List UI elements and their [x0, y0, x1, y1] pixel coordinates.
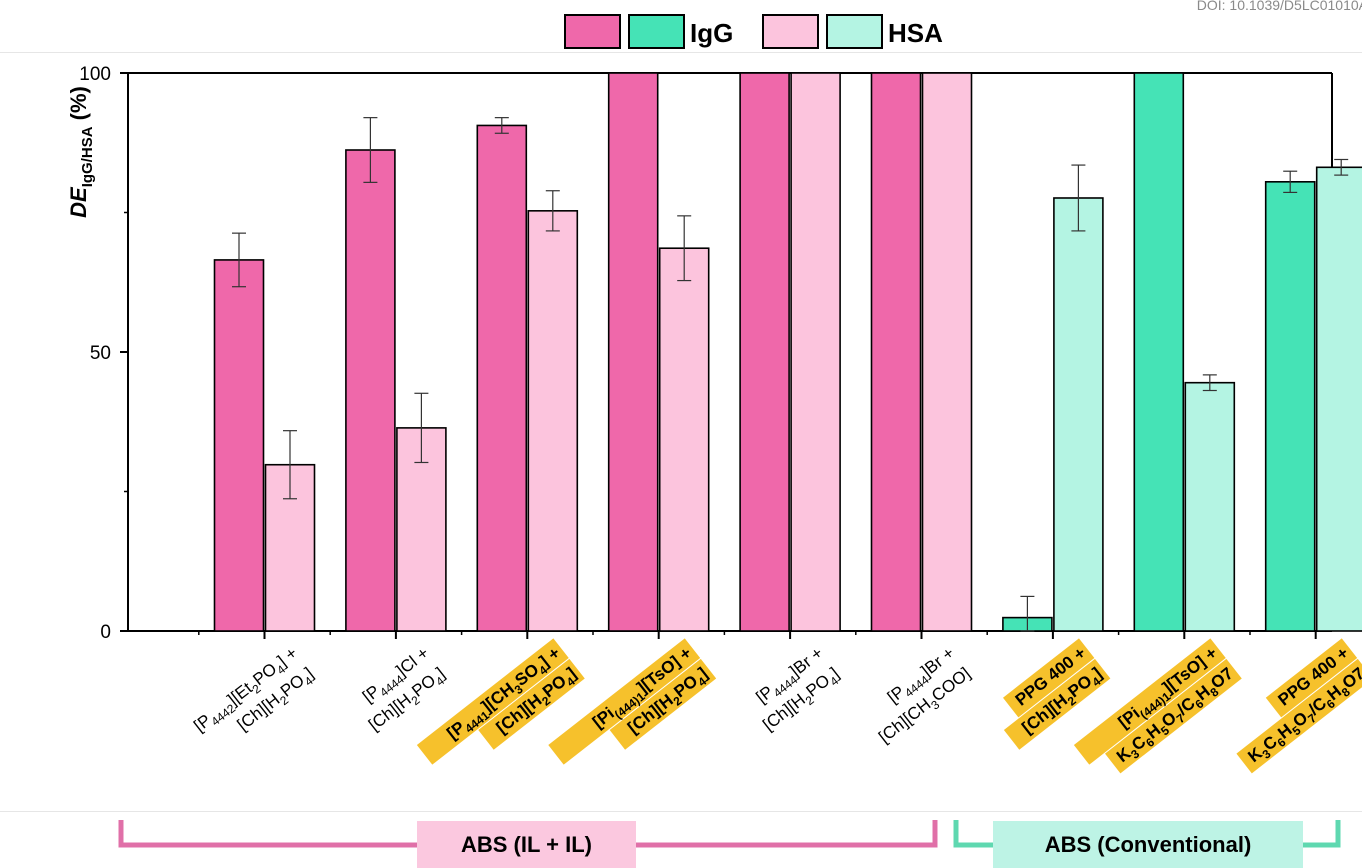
error-bars: [232, 117, 1349, 632]
error-bar-igg-9: [1283, 170, 1298, 194]
y-tick-label: 100: [79, 64, 111, 85]
bar-hsa-2: [396, 427, 447, 632]
bar-hsa-3: [527, 210, 579, 632]
bar-series: [213, 72, 1362, 632]
bar-igg-9: [1264, 181, 1316, 632]
label-highlight: [548, 638, 701, 765]
y-tick-label: 50: [90, 343, 111, 364]
bar-hsa-7: [1053, 197, 1104, 632]
chart-axes: 0 50 100: [79, 64, 1333, 643]
label-highlight: [1105, 658, 1242, 774]
x-tick-labels: [P4442][Et2PO4] +[Ch][H2PO4] [P4444]Cl +[…: [190, 638, 1362, 774]
label-highlight: [1003, 658, 1111, 750]
y-axis-title: DEIgG/HSA (%): [66, 86, 96, 218]
legend-label-hsa: HSA: [888, 18, 943, 48]
doi-text: DOI: 10.1039/D5LC01010A: [1196, 0, 1362, 13]
label-highlight: [416, 638, 569, 765]
bar-igg-8: [1133, 72, 1185, 632]
label-highlight: [609, 658, 717, 750]
y-axis-label: DEIgG/HSA (%): [66, 86, 96, 218]
x-tick-label-2: [P4444]Cl +[Ch][H2PO4]: [359, 643, 448, 734]
footer-divider: [0, 811, 1362, 812]
legend-swatch: [762, 14, 819, 49]
legend-swatch: [826, 14, 883, 49]
error-bar-hsa-8: [1202, 374, 1217, 392]
legend-label-igg: IgG: [690, 18, 733, 48]
group-label: ABS (Conventional): [1045, 832, 1252, 857]
error-bar-hsa-1: [283, 430, 297, 500]
error-bar-hsa-4: [677, 215, 692, 282]
x-tick-label-6: [P4444]Br +[Ch][CH3COO]: [875, 643, 974, 747]
bar-igg-2: [345, 149, 396, 632]
bar-igg-3: [476, 124, 528, 632]
group-label-box: [993, 821, 1303, 868]
x-tick-label-9: PPG 400 +K3C6H5O7/C6H8O7: [1236, 638, 1362, 774]
bar-igg-4: [607, 72, 659, 632]
error-bar-igg-1: [232, 232, 246, 288]
bar-hsa-8: [1184, 381, 1236, 632]
x-tick-label-3: [P4441][CH3SO4] +[Ch][H2PO4]: [416, 638, 585, 765]
bar-hsa-5: [790, 72, 841, 632]
error-bar-hsa-2: [414, 392, 429, 464]
group-brackets: ABS (IL + IL) ABS (Conventional): [118, 820, 1341, 868]
legend-swatch: [564, 14, 621, 49]
group-label-box: [417, 821, 636, 868]
legend-swatch: [628, 14, 685, 49]
label-highlight: [1265, 638, 1358, 718]
y-tick-label: 0: [100, 622, 111, 643]
header-divider: [0, 52, 1362, 53]
chart-legend: IgG HSA: [564, 14, 943, 49]
x-tick-label-5: [P4444]Br +[Ch][H2PO4]: [753, 643, 843, 734]
group-label: ABS (IL + IL): [461, 832, 592, 857]
x-tick-label-8: [Pi(444)1][TsO] +K3C6H5O7/C6H8O7: [1073, 638, 1242, 774]
label-highlight: [1236, 658, 1362, 774]
label-highlight: [1003, 638, 1095, 718]
group-bracket-il-il: ABS (IL + IL): [118, 820, 938, 868]
bar-igg-6: [870, 72, 922, 632]
x-tick-label-line: K3C6H5O7/C6H8O7: [1244, 664, 1362, 770]
error-bar-igg-3: [494, 117, 509, 134]
label-highlight: [1073, 638, 1226, 765]
error-bar-hsa-3: [545, 190, 560, 232]
bar-hsa-4: [658, 247, 710, 632]
bar-igg-1: [213, 259, 265, 632]
group-bracket-conventional: ABS (Conventional): [953, 820, 1341, 868]
bar-hsa-6: [921, 72, 973, 632]
x-tick-label-4: [Pi(444)1][TsO] +[Ch][H2PO4]: [548, 638, 717, 765]
bar-igg-5: [739, 72, 790, 632]
error-bar-igg-7: [1020, 595, 1035, 632]
error-bar-hsa-7: [1071, 164, 1086, 232]
bar-hsa-9: [1315, 166, 1362, 632]
label-highlight: [478, 658, 585, 750]
x-tick-label-1: [P4442][Et2PO4] +[Ch][H2PO4]: [190, 643, 317, 735]
error-bar-igg-2: [363, 117, 378, 183]
error-bar-hsa-9: [1334, 158, 1349, 176]
